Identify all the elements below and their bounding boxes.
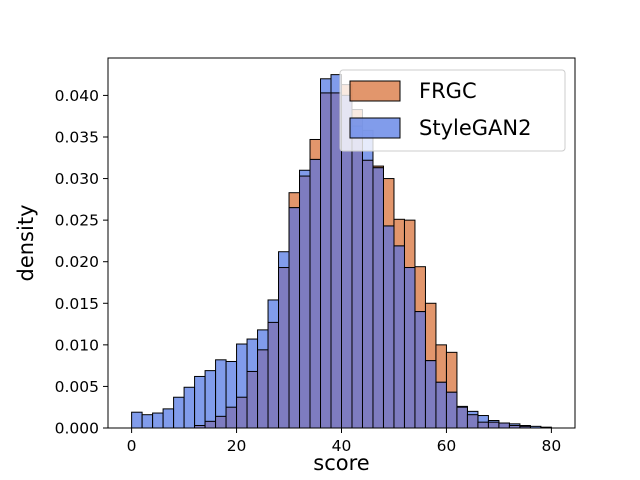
bar-stylegan2 [131,411,143,429]
bar-overlap [215,415,227,429]
legend-label-frgc: FRGC [419,79,477,103]
legend-swatch-stylegan2 [349,117,401,139]
bar-stylegan2 [152,412,164,429]
bar-stylegan2 [194,375,206,429]
y-tick-label: 0.035 [55,128,99,146]
bar-overlap [351,125,363,429]
y-tick-label: 0.025 [55,212,99,230]
bar-overlap [372,167,384,429]
bar-overlap [278,267,290,429]
y-tick-label: 0.005 [55,378,99,396]
overlap-bars [194,92,531,429]
y-axis-title: density [14,205,38,282]
bar-stylegan2 [141,414,154,429]
bar-overlap [299,175,311,429]
x-axis-ticks: 0 20 40 60 80 [127,428,562,455]
bar-stylegan2 [173,396,185,429]
bar-overlap [288,207,301,429]
bar-overlap [361,159,374,429]
bar-overlap [382,225,395,429]
legend-swatch-frgc [349,80,401,102]
bar-overlap [309,158,322,429]
x-axis-title: score [313,451,369,475]
bar-overlap [320,92,332,429]
x-tick-label: 20 [227,437,247,455]
x-tick-label: 80 [542,437,562,455]
bar-stylegan2 [162,408,175,429]
y-tick-label: 0.030 [55,170,99,188]
y-tick-label: 0.040 [55,87,99,105]
bar-overlap [445,391,458,429]
bar-overlap [456,406,468,429]
y-tick-label: 0.010 [55,336,99,354]
y-axis-ticks: 0.000 0.005 0.010 0.015 0.020 0.025 0.030 0.035… [55,87,108,438]
y-tick-label: 0.015 [55,295,99,313]
x-tick-label: 0 [127,437,137,455]
bar-overlap [487,421,500,429]
legend-label-stylegan2: StyleGAN2 [419,116,531,140]
bar-overlap [477,421,489,429]
bar-overlap [267,321,280,429]
bar-overlap [225,406,238,429]
bar-overlap [498,422,510,429]
bar-overlap [466,414,479,429]
x-tick-label: 60 [437,437,457,455]
y-tick-label: 0.000 [55,420,99,438]
bar-stylegan2 [183,386,196,429]
y-tick-label: 0.020 [55,253,99,271]
bar-overlap [414,311,426,429]
x-tick-label: 40 [332,437,352,455]
bar-overlap [257,349,269,429]
bar-overlap [393,245,405,429]
bar-overlap [246,370,259,429]
legend: FRGC StyleGAN2 [339,69,566,152]
bar-overlap [236,396,248,429]
bar-overlap [424,360,437,429]
bar-overlap [435,381,447,429]
bar-stylegan2 [204,370,217,429]
bar-overlap [403,267,416,429]
bar-overlap [204,420,217,429]
